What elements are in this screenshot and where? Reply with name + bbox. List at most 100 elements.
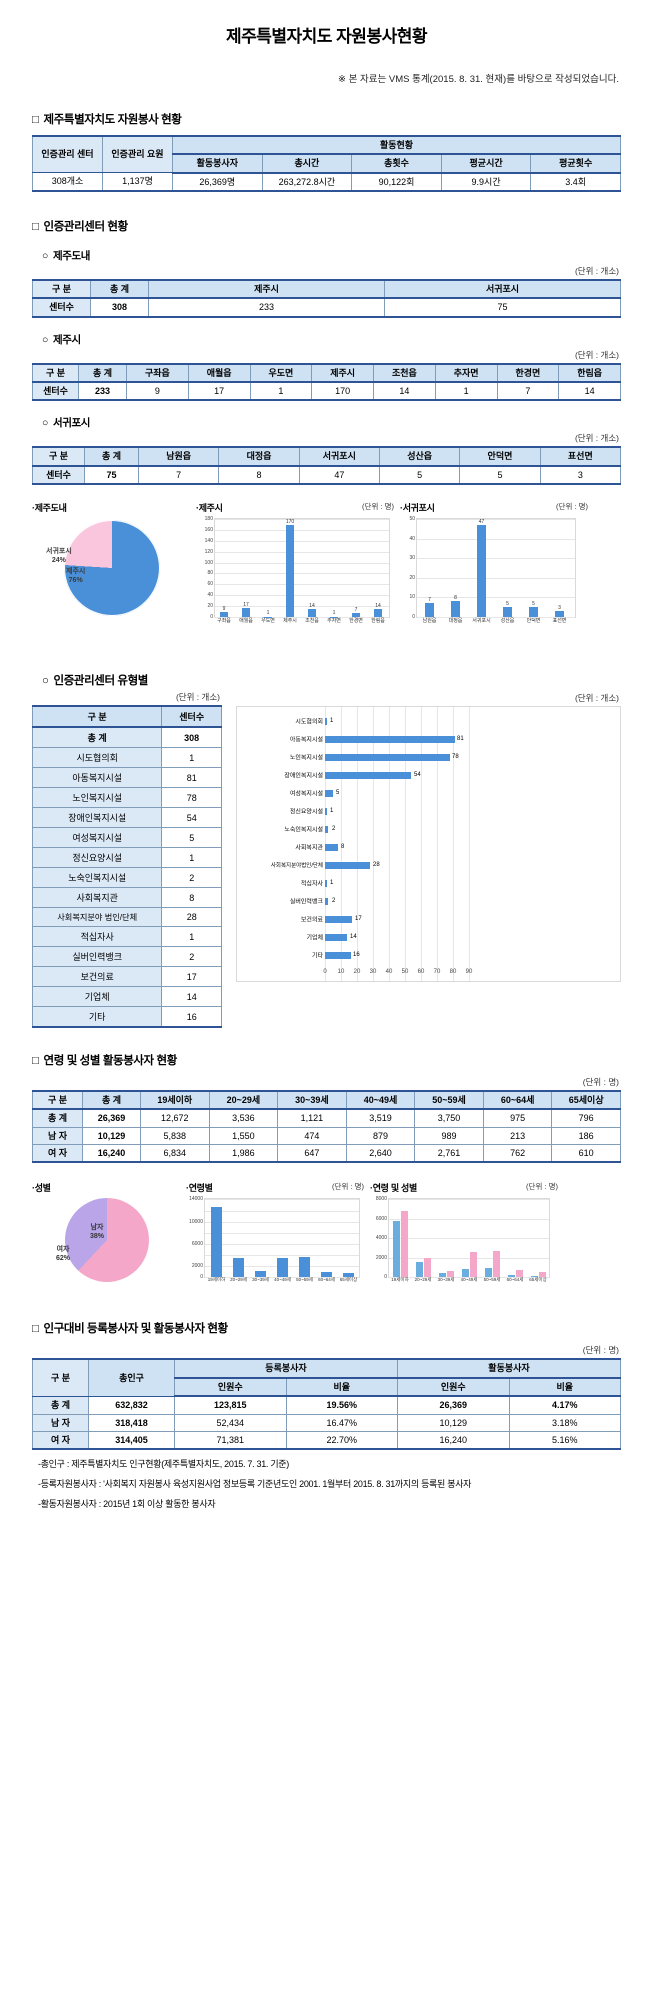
bar-value: 8 (454, 595, 457, 602)
hbar-category: 시도협의회 (295, 719, 323, 726)
section-5-heading: 인구대비 등록봉사자 및 활동봉사자 현황 (32, 1320, 621, 1336)
td-rowlabel: 남 자 (32, 1126, 83, 1146)
td-population: 318,418 (88, 1413, 175, 1432)
th-jejusi-c6: 한경면 (496, 362, 560, 384)
td-type-value: 5 (161, 827, 222, 849)
x-tick-label: 50~59세 (483, 1277, 501, 1283)
x-tick-label: 40~49세 (274, 1277, 291, 1283)
th-total: 총 계 (90, 279, 149, 300)
th-total: 총 계 (84, 446, 139, 467)
th-age-5: 60~64세 (482, 1090, 553, 1111)
td-total-value: 308 (161, 726, 222, 749)
td-val: 879 (345, 1126, 416, 1146)
hbar-category: 실버인력뱅크 (289, 899, 323, 906)
x-tick-label: 추자면 (327, 618, 341, 625)
bar-value: 3 (558, 605, 561, 612)
hbar-category: 사회복지관 (295, 845, 323, 852)
th-jejusi-c5: 추자면 (434, 362, 498, 384)
th-gubun: 구 분 (32, 1358, 89, 1397)
td-val: 989 (414, 1126, 484, 1146)
x-tick-label: 60~64세 (506, 1277, 524, 1283)
td-total-hours: 263,272.8시간 (261, 172, 353, 193)
th-staff: 인증관리 요원 (102, 135, 173, 174)
hbar-value: 2 (332, 898, 336, 905)
td-sgp-total: 75 (84, 465, 139, 486)
td-sgp-v0: 7 (137, 465, 220, 486)
bar-value: 5 (532, 601, 535, 608)
td-sgp-v4: 5 (459, 465, 541, 486)
td-rowlabel: 총 계 (32, 1108, 83, 1128)
x-tick-label: 안덕면 (526, 618, 541, 625)
subheading-seogwipo: 서귀포시 (42, 415, 621, 430)
table-row: 총 계 632,832 123,815 19.56% 26,369 4.17% (32, 1395, 621, 1415)
td-act-people: 10,129 (397, 1413, 510, 1432)
chart-title: 성별 (32, 1181, 182, 1194)
table-row: 총 계 26,369 12,672 3,536 1,121 3,519 3,75… (32, 1108, 621, 1128)
td-rowlabel: 센터수 (32, 297, 91, 318)
td-type-label: 사회복지관 (31, 887, 163, 909)
document-page: 제주특별자치도 자원봉사현황 ※ 본 자료는 VMS 통계(2015. 8. 3… (0, 22, 653, 1510)
td-type-label: 정신요양시설 (31, 847, 163, 869)
hbar-category: 장애인복지시설 (284, 773, 323, 780)
x-tick-label: 20~29세 (230, 1277, 247, 1283)
unit-section3: (단위 : 개소) (175, 692, 220, 703)
x-tick-label: 20~29세 (414, 1277, 432, 1283)
td-val: 213 (482, 1126, 553, 1146)
td-act-rate: 4.17% (508, 1395, 621, 1415)
section-3-heading: 인증관리센터 유형별 (42, 672, 621, 688)
td-jejusi-v4: 14 (373, 381, 436, 402)
hbar-category: 노인복지시설 (289, 755, 323, 762)
td-act-rate: 3.18% (508, 1413, 621, 1432)
td-type-value: 8 (161, 887, 222, 909)
td-total-count: 90,122회 (351, 172, 442, 193)
pie-slice-label-seogwipo: 서귀포시 24% (46, 548, 72, 564)
unit-seogwipo: (단위 : 개소) (574, 433, 619, 444)
hbar-value: 16 (353, 952, 360, 959)
jejusi-table: 구 분 총 계 구좌읍 애월읍 우도면 제주시 조천읍 추자면 한경면 한림읍 … (32, 362, 621, 402)
chart-title: 서귀포시 (400, 501, 590, 514)
x-tick-label: 제주시 (283, 618, 297, 625)
td-act-rate: 5.16% (508, 1430, 621, 1451)
td-type-value: 1 (161, 926, 222, 948)
td-sgp-v5: 3 (539, 465, 622, 486)
x-tick-label: 50~59세 (296, 1277, 313, 1283)
hbar-value: 8 (341, 844, 345, 851)
td-jejusi-total: 233 (78, 381, 127, 402)
th-avg-count: 평균횟수 (530, 153, 621, 174)
table-row: 시도협의회 1 (31, 747, 222, 769)
chart-title: 제주시 (196, 501, 396, 514)
td-val: 474 (277, 1126, 347, 1146)
td-type-value: 54 (161, 807, 222, 829)
x-tick-label: 애월읍 (239, 618, 253, 625)
td-type-value: 78 (161, 787, 222, 809)
footnote: 활동자원봉사자 : 2015년 1회 이상 활동한 봉사자 (38, 1497, 621, 1510)
td-act-people: 26,369 (397, 1395, 510, 1415)
section-4-heading: 연령 및 성별 활동봉사자 현황 (32, 1052, 621, 1068)
td-type-value: 16 (161, 1006, 222, 1029)
th-population: 총인구 (88, 1358, 175, 1397)
x-tick-label: 표선면 (552, 618, 567, 625)
th-jejusi-c7: 한림읍 (558, 362, 621, 384)
hbar-category: 노숙인복지시설 (284, 827, 323, 834)
td-reg-rate: 22.70% (285, 1430, 398, 1451)
td-reg-people: 123,815 (174, 1395, 287, 1415)
footnote: 총인구 : 제주특별자치도 인구현황(제주특별자치도, 2015. 7. 31.… (38, 1457, 621, 1470)
table-row-total: 총 계 308 (31, 726, 222, 749)
table-row: 노인복지시설 78 (31, 787, 222, 809)
td-reg-rate: 19.56% (285, 1395, 398, 1415)
hbar-category: 기업체 (306, 935, 323, 942)
population-table: 구 분 총인구 등록봉사자 활동봉사자 인원수 비율 인원수 비율 총 계 63… (32, 1358, 621, 1451)
table-row: 기업체 14 (31, 986, 222, 1008)
x-tick-label: 대정읍 (448, 618, 463, 625)
td-type-label: 사회복지분야 법인/단체 (31, 907, 163, 928)
td-val: 975 (482, 1108, 553, 1128)
th-jejusi-c3: 제주시 (311, 362, 374, 384)
td-rowlabel: 센터수 (32, 465, 85, 486)
td-val: 12,672 (140, 1108, 210, 1128)
td-reg-rate: 16.47% (285, 1413, 398, 1432)
hbar-value: 54 (414, 772, 421, 779)
chart-unit: (단위 : 명) (362, 502, 394, 512)
td-rowlabel: 여 자 (32, 1144, 83, 1164)
page-title: 제주특별자치도 자원봉사현황 (225, 27, 428, 46)
